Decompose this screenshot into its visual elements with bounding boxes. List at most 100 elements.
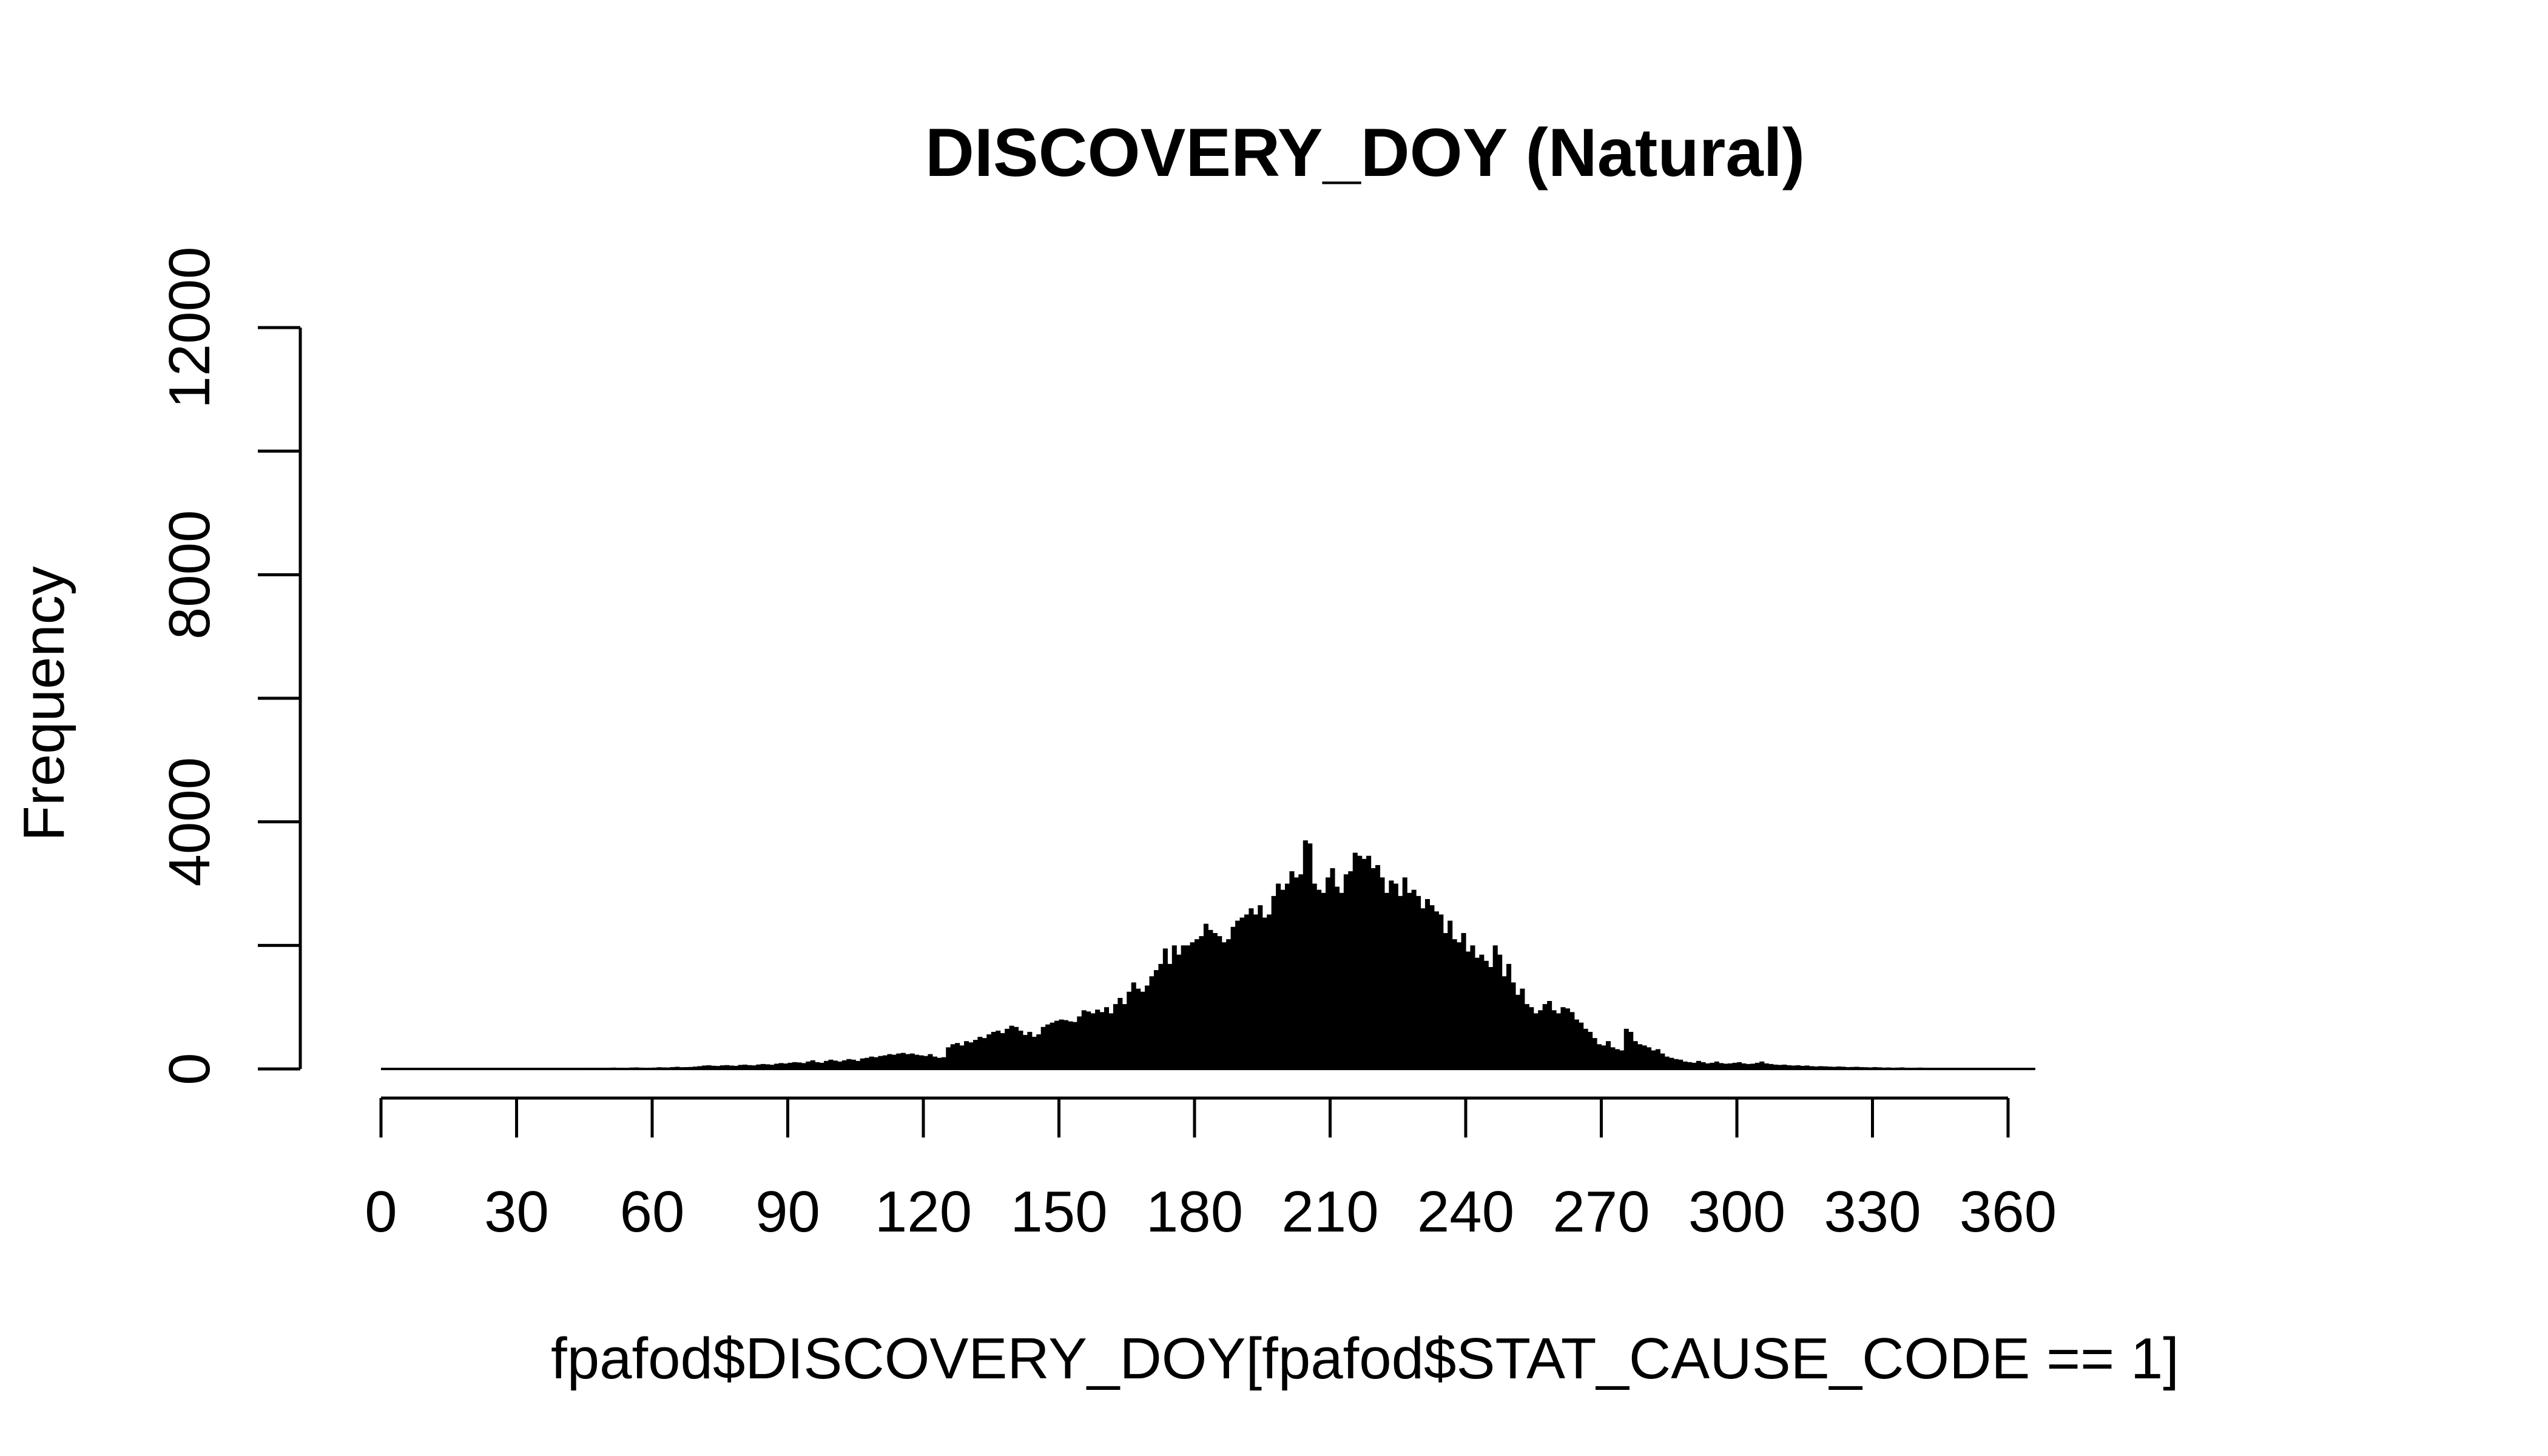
- histogram-bar: [1646, 1047, 1652, 1069]
- histogram-bar: [1298, 874, 1304, 1069]
- histogram-bar: [1195, 939, 1200, 1069]
- histogram-bar: [1542, 1004, 1548, 1069]
- histogram-bar: [1086, 1011, 1091, 1069]
- y-axis: 0 4000 8000 12000: [157, 247, 302, 1085]
- histogram-bar: [1068, 1021, 1073, 1069]
- histogram-bar: [828, 1059, 834, 1069]
- histogram-bar: [787, 1062, 793, 1069]
- histogram-bar: [1361, 858, 1367, 1069]
- x-tick-label: 30: [484, 1179, 549, 1244]
- histogram-bar: [878, 1056, 883, 1069]
- histogram-bar: [1127, 991, 1132, 1069]
- x-axis: 0 30 60 90 120 150 180 210 240 270 300 330 360: [365, 1096, 2057, 1244]
- histogram-bar: [1393, 883, 1398, 1069]
- x-tick-label: 300: [1688, 1179, 1785, 1244]
- histogram-bar: [1691, 1062, 1697, 1069]
- histogram-bar: [1249, 908, 1254, 1069]
- histogram-bar: [1375, 864, 1381, 1069]
- histogram-bar: [1072, 1022, 1077, 1069]
- histogram-bar: [1167, 963, 1173, 1069]
- histogram-bar: [1352, 852, 1358, 1069]
- histogram-bar: [1714, 1061, 1719, 1069]
- histogram-bar: [1407, 892, 1412, 1069]
- histogram-bar: [1031, 1037, 1037, 1069]
- x-tick-label: 0: [365, 1179, 397, 1244]
- histogram-bar: [909, 1053, 915, 1069]
- histogram-bar: [1059, 1019, 1064, 1069]
- histogram-bar: [1271, 895, 1276, 1069]
- histogram-bar: [1579, 1022, 1584, 1070]
- histogram-bar: [733, 1065, 739, 1069]
- histogram-bar: [905, 1054, 911, 1069]
- histogram-bar: [1208, 929, 1213, 1070]
- histogram-bar: [1795, 1065, 1801, 1069]
- histogram-bar: [1723, 1063, 1728, 1069]
- histogram-bar: [1438, 914, 1444, 1069]
- histogram-bar: [1664, 1056, 1670, 1069]
- histogram-bar: [846, 1059, 852, 1069]
- y-tick-label: 4000: [157, 757, 222, 887]
- histogram-bar: [946, 1047, 951, 1069]
- chart-title: DISCOVERY_DOY (Natural): [925, 115, 1805, 190]
- histogram-bar: [1732, 1062, 1737, 1069]
- histogram-bar: [833, 1060, 838, 1069]
- histogram-bar: [1560, 1007, 1566, 1069]
- histogram-bar: [864, 1057, 870, 1069]
- histogram-bar: [1262, 917, 1267, 1069]
- histogram-bar: [1524, 1004, 1529, 1069]
- histogram-bar: [869, 1056, 874, 1069]
- histogram-bar: [1728, 1063, 1733, 1069]
- histogram-bar: [801, 1063, 806, 1069]
- histogram-bar: [1470, 945, 1475, 1069]
- histogram-bar: [765, 1064, 770, 1069]
- histogram-bar: [1786, 1065, 1791, 1069]
- histogram-bar: [955, 1043, 960, 1069]
- histogram-bar: [1009, 1025, 1014, 1069]
- histogram-bar: [972, 1040, 978, 1069]
- histogram-bar: [1778, 1065, 1783, 1069]
- histogram-bar: [1497, 954, 1503, 1069]
- histogram-bar: [1682, 1061, 1688, 1069]
- histogram-bar: [1515, 994, 1520, 1069]
- histogram-bar: [1696, 1060, 1701, 1069]
- histogram-bar: [1791, 1065, 1796, 1069]
- histogram-bars: [381, 840, 2036, 1070]
- histogram-bar: [1095, 1009, 1100, 1069]
- histogram-bar: [1149, 976, 1154, 1069]
- histogram-bar: [891, 1054, 897, 1069]
- histogram-bar: [1628, 1031, 1634, 1069]
- histogram-bar: [1565, 1008, 1570, 1069]
- histogram-bar: [1307, 843, 1313, 1069]
- histogram-bar: [720, 1065, 725, 1069]
- x-tick-label: 330: [1824, 1179, 1921, 1244]
- histogram-bar: [1289, 871, 1295, 1069]
- histogram-bar: [1619, 1050, 1625, 1069]
- histogram-bar: [1239, 917, 1245, 1069]
- x-tick-label: 90: [755, 1179, 820, 1244]
- histogram-bar: [996, 1030, 1001, 1069]
- histogram-bar: [1054, 1020, 1060, 1069]
- histogram-bar: [1782, 1064, 1787, 1069]
- histogram-bar: [1687, 1062, 1693, 1069]
- y-tick-label: 8000: [157, 510, 222, 640]
- histogram-bar: [751, 1065, 757, 1069]
- histogram-bar: [1366, 855, 1372, 1069]
- histogram-bar: [1466, 951, 1471, 1069]
- histogram-bar: [1764, 1063, 1769, 1069]
- y-tick-label: 0: [157, 1053, 222, 1085]
- histogram-bar: [1809, 1066, 1815, 1069]
- histogram-bar: [1822, 1066, 1828, 1069]
- histogram-bar: [1235, 920, 1241, 1069]
- histogram-bar: [1267, 914, 1272, 1069]
- histogram-bar: [778, 1063, 784, 1069]
- histogram-bar: [1818, 1066, 1824, 1069]
- histogram-bar: [1203, 923, 1208, 1069]
- histogram-bar: [1583, 1028, 1588, 1069]
- x-tick-label: 150: [1010, 1179, 1107, 1244]
- x-tick-label: 60: [620, 1179, 685, 1244]
- histogram-bar: [797, 1062, 802, 1069]
- histogram-bar: [1655, 1049, 1660, 1069]
- histogram-bar: [841, 1060, 847, 1069]
- histogram-bar: [1759, 1061, 1765, 1069]
- histogram-bar: [1673, 1059, 1679, 1069]
